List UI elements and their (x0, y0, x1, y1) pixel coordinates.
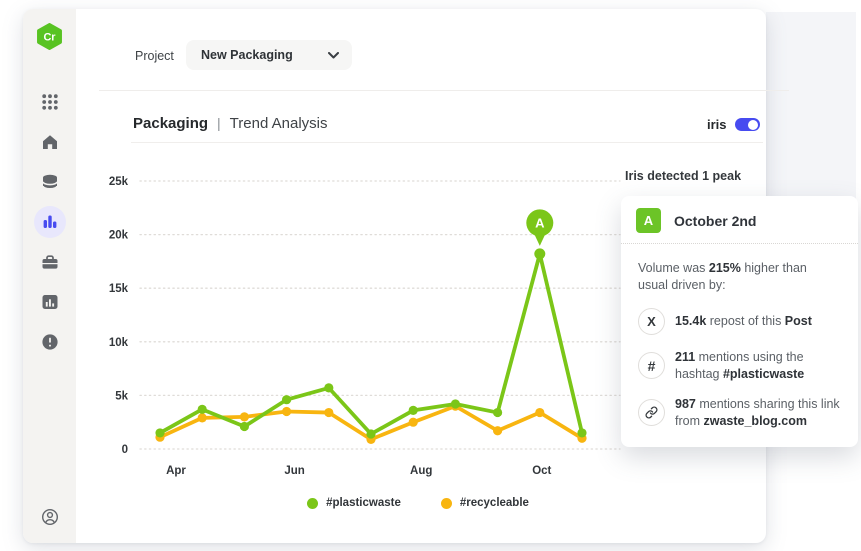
chart-legend: #plasticwaste #recycleable (148, 497, 688, 509)
alert-icon (41, 334, 58, 350)
page-header: Packaging | Trend Analysis (133, 115, 328, 132)
sidebar-item-home[interactable] (40, 132, 60, 152)
series-plasticwaste (155, 249, 587, 439)
legend-dot (440, 497, 452, 509)
project-label: Project (135, 49, 174, 63)
gridlines: 0 5k 10k 15k 20k 25k (109, 176, 621, 456)
trend-chart-svg: 0 5k 10k 15k 20k 25k Apr Jun Aug Oct A (109, 176, 621, 477)
trend-chart: 0 5k 10k 15k 20k 25k Apr Jun Aug Oct A (95, 165, 640, 510)
iris-toggle-label: iris (707, 117, 727, 132)
svg-text:20k: 20k (109, 230, 129, 242)
insight-card-body: Volume was 215% higher than usual driven… (621, 244, 858, 447)
driver-item-hashtag[interactable]: # 211 mentions using the hashtag #plasti… (638, 349, 844, 382)
svg-text:25k: 25k (109, 176, 129, 188)
toggle-switch[interactable] (734, 118, 760, 131)
x-social-icon: X (638, 308, 665, 335)
insight-card: A October 2nd Volume was 215% higher tha… (621, 196, 858, 447)
insight-card-title: October 2nd (674, 212, 757, 229)
insight-card-header: A October 2nd (621, 196, 858, 244)
sidebar-item-reports[interactable] (40, 292, 60, 312)
sidebar-item-analytics[interactable] (33, 206, 66, 238)
driver-list: X 15.4k repost of this Post # 211 mentio… (638, 308, 844, 429)
svg-text:A: A (535, 215, 545, 230)
legend-label: #recycleable (459, 497, 529, 509)
database-icon (41, 174, 58, 190)
sidebar: Cr (23, 9, 76, 543)
peak-badge: A (636, 208, 661, 233)
driver-text: 15.4k repost of this Post (675, 314, 812, 329)
driver-item-link[interactable]: 987 mentions sharing this link from zwas… (638, 396, 844, 429)
iris-toggle[interactable]: iris (707, 117, 760, 132)
legend-dot (307, 497, 319, 509)
project-selector[interactable]: New Packaging (186, 40, 352, 70)
driver-item-repost[interactable]: X 15.4k repost of this Post (638, 308, 844, 335)
svg-text:5k: 5k (115, 390, 128, 402)
driver-text: 211 mentions using the hashtag #plasticw… (675, 350, 805, 381)
app-logo[interactable]: Cr (36, 23, 63, 50)
legend-item-plasticwaste[interactable]: #plasticwaste (307, 497, 401, 509)
svg-text:Oct: Oct (532, 465, 551, 477)
sidebar-item-alerts[interactable] (40, 332, 60, 352)
svg-text:Cr: Cr (43, 32, 56, 44)
svg-text:Jun: Jun (284, 465, 304, 477)
project-selector-value: New Packaging (201, 48, 293, 62)
svg-text:0: 0 (122, 444, 128, 456)
link-icon (638, 399, 665, 426)
page-subtitle: Trend Analysis (229, 115, 328, 132)
hashtag-icon: # (638, 352, 665, 379)
account-icon (41, 508, 58, 526)
svg-text:15k: 15k (109, 283, 129, 295)
topbar-divider (99, 90, 789, 91)
svg-text:Apr: Apr (166, 465, 186, 477)
hexagon-logo-icon: Cr (37, 23, 62, 50)
legend-item-recycleable[interactable]: #recycleable (440, 497, 529, 509)
briefcase-icon (42, 255, 57, 269)
sidebar-item-apps[interactable] (40, 92, 60, 112)
home-icon (42, 135, 57, 149)
svg-text:Aug: Aug (410, 465, 432, 477)
page-title: Packaging (133, 115, 209, 132)
bar-chart-icon (43, 215, 56, 228)
peak-marker[interactable]: A (526, 209, 554, 260)
chart-box-icon (42, 295, 57, 309)
sidebar-nav (33, 92, 66, 352)
sidebar-item-data[interactable] (40, 172, 60, 192)
toggle-knob (748, 119, 759, 130)
svg-text:10k: 10k (109, 337, 129, 349)
legend-label: #plasticwaste (326, 497, 401, 509)
header-divider (131, 142, 763, 143)
insight-heading: Iris detected 1 peak (625, 169, 742, 183)
chevron-down-icon (328, 51, 339, 58)
sidebar-item-projects[interactable] (40, 252, 60, 272)
apps-grid-icon (41, 94, 58, 110)
sidebar-item-account[interactable] (40, 507, 60, 527)
driver-text: 987 mentions sharing this link from zwas… (675, 397, 840, 428)
insight-intro: Volume was 215% higher than usual driven… (638, 261, 807, 292)
title-separator: | (217, 115, 221, 131)
